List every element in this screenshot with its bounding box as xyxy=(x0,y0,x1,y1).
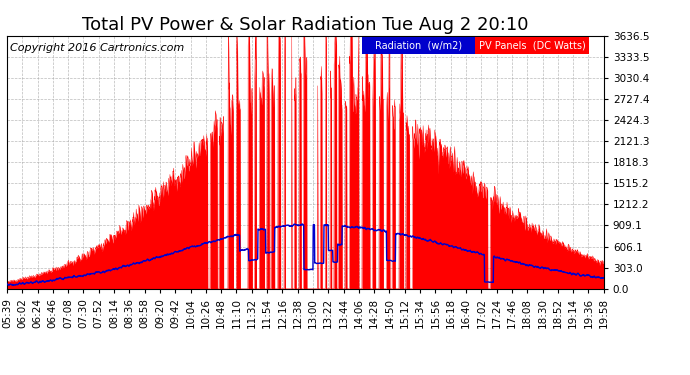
Text: Copyright 2016 Cartronics.com: Copyright 2016 Cartronics.com xyxy=(10,43,184,53)
FancyBboxPatch shape xyxy=(475,37,589,54)
Text: Radiation  (w/m2): Radiation (w/m2) xyxy=(375,40,462,51)
FancyBboxPatch shape xyxy=(362,37,475,54)
Title: Total PV Power & Solar Radiation Tue Aug 2 20:10: Total PV Power & Solar Radiation Tue Aug… xyxy=(82,16,529,34)
Text: PV Panels  (DC Watts): PV Panels (DC Watts) xyxy=(479,40,586,51)
